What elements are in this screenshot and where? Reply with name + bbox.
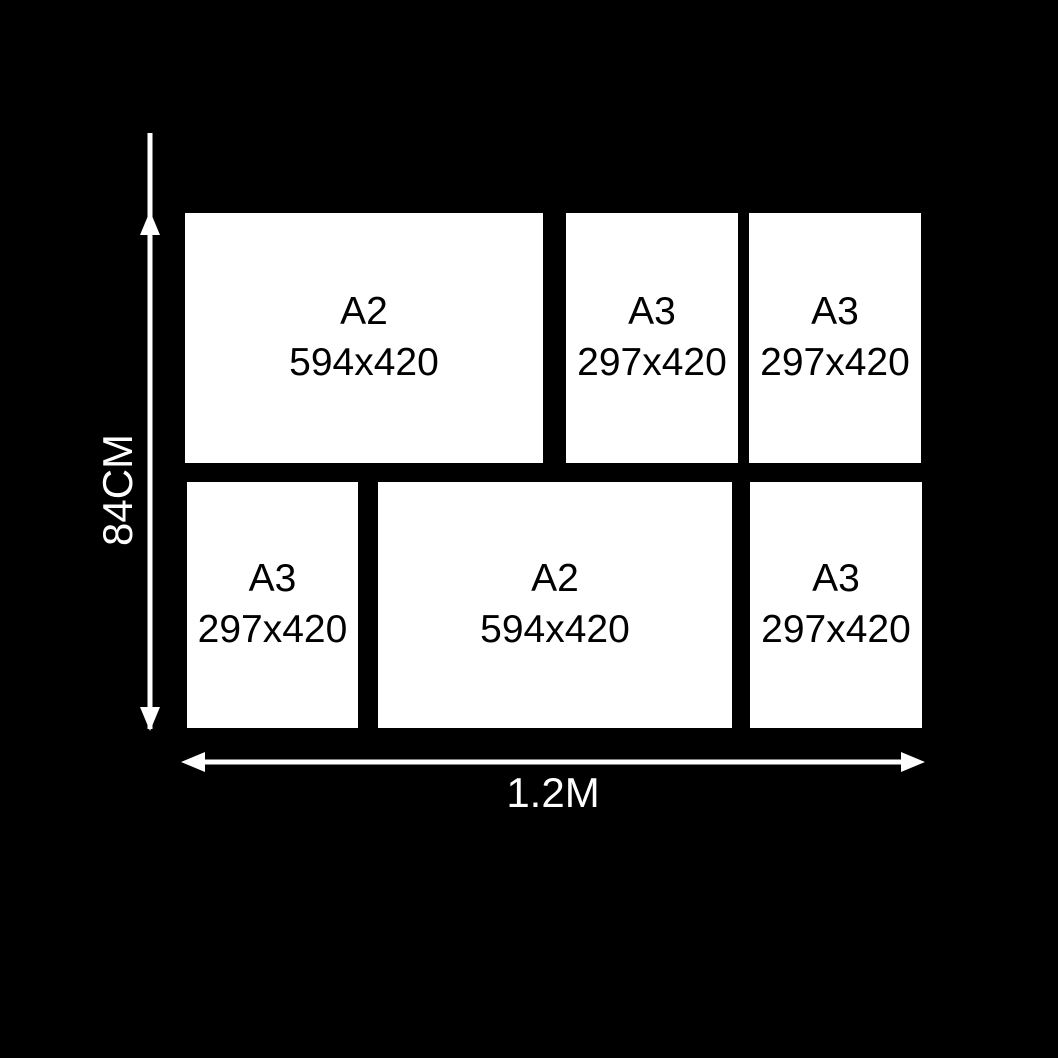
panel-a2-bottom: A2 594x420 [378,482,732,728]
panel-a2-top: A2 594x420 [185,213,543,463]
panel-a3-top-right: A3 297x420 [749,213,921,463]
panel-a3-top-middle: A3 297x420 [566,213,738,463]
width-dimension-label: 1.2M [506,769,600,816]
panel-size-label: A2 [340,290,388,334]
arrowhead-up-icon [140,211,160,235]
height-arrow [140,133,160,731]
arrowhead-left-icon [181,752,205,772]
panel-size-label: A3 [628,290,676,334]
panel-size-label: A2 [531,557,579,601]
panel-a3-bottom-right: A3 297x420 [750,482,922,728]
panel-dimensions-label: 297x420 [760,341,910,384]
panel-dimensions-label: 594x420 [480,608,630,651]
panel-dimensions-label: 297x420 [761,608,911,651]
height-dimension-label: 84CM [94,433,141,547]
panel-size-label: A3 [248,557,297,601]
panel-dimensions-label: 297x420 [197,608,348,651]
panel-size-label: A3 [812,557,860,601]
arrowhead-right-icon [901,752,925,772]
arrowhead-down-icon [140,707,160,731]
panel-dimensions-label: 594x420 [289,341,439,384]
panel-dimensions-label: 297x420 [577,341,727,384]
panel-a3-bottom-left: A3 297x420 [187,482,358,728]
panel-size-label: A3 [811,290,859,334]
